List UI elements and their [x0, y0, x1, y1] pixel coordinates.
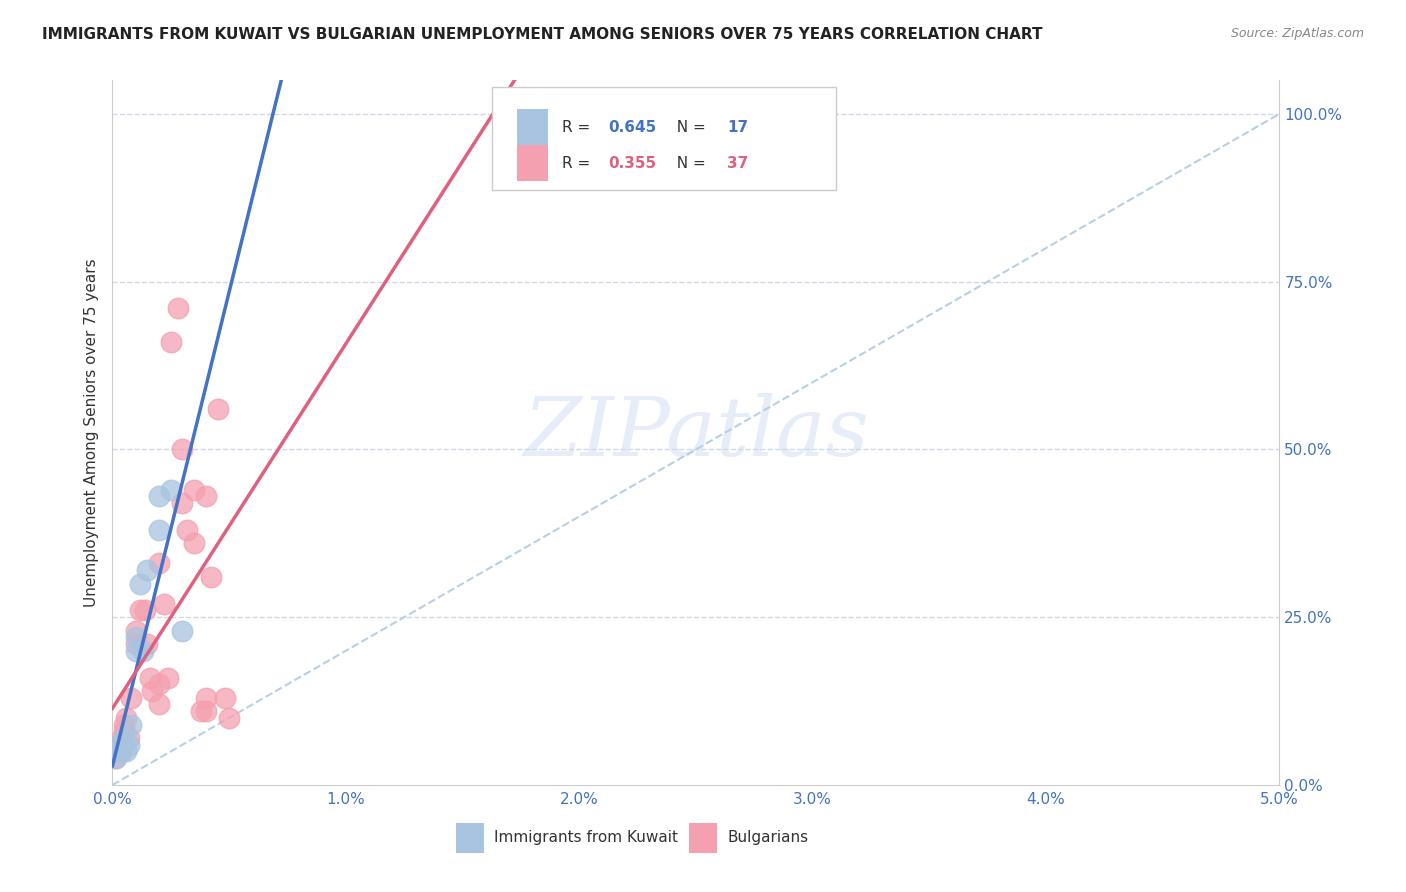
Point [129, 603, 152, 617]
Point [172, 496, 194, 510]
Point [105, 744, 128, 758]
Point [183, 483, 205, 497]
Text: Immigrants from Kuwait: Immigrants from Kuwait [494, 830, 678, 846]
Point [111, 744, 134, 758]
Text: 37: 37 [727, 155, 749, 170]
Point [194, 704, 217, 718]
Point [207, 402, 229, 417]
Point [160, 334, 183, 349]
Point [136, 637, 159, 651]
FancyBboxPatch shape [517, 109, 548, 145]
Text: N =: N = [666, 155, 710, 170]
Point [183, 536, 205, 550]
Point [125, 624, 148, 638]
FancyBboxPatch shape [689, 823, 717, 853]
Text: Source: ZipAtlas.com: Source: ZipAtlas.com [1230, 27, 1364, 40]
Point [148, 677, 170, 691]
Point [148, 698, 170, 712]
Point [134, 603, 156, 617]
Text: 17: 17 [727, 120, 748, 135]
Text: Bulgarians: Bulgarians [727, 830, 808, 846]
Point [166, 301, 188, 316]
Text: 0.645: 0.645 [609, 120, 657, 135]
Point [111, 744, 134, 758]
Point [132, 644, 155, 658]
FancyBboxPatch shape [456, 823, 484, 853]
Point [139, 671, 162, 685]
Point [104, 751, 127, 765]
Y-axis label: Unemployment Among Seniors over 75 years: Unemployment Among Seniors over 75 years [83, 259, 98, 607]
Point [148, 489, 170, 503]
Point [112, 717, 135, 731]
Text: N =: N = [666, 120, 710, 135]
Point [141, 684, 163, 698]
Point [160, 483, 183, 497]
Point [157, 671, 180, 685]
Text: R =: R = [562, 155, 595, 170]
FancyBboxPatch shape [517, 145, 548, 181]
Point [120, 717, 142, 731]
Point [112, 731, 135, 745]
Point [115, 744, 138, 758]
Point [200, 570, 222, 584]
Point [172, 442, 194, 457]
Point [105, 744, 128, 758]
Point [125, 644, 148, 658]
Point [129, 576, 152, 591]
Text: IMMIGRANTS FROM KUWAIT VS BULGARIAN UNEMPLOYMENT AMONG SENIORS OVER 75 YEARS COR: IMMIGRANTS FROM KUWAIT VS BULGARIAN UNEM… [42, 27, 1043, 42]
Point [148, 523, 170, 537]
Point [118, 738, 141, 752]
Point [115, 711, 138, 725]
Point [125, 637, 148, 651]
FancyBboxPatch shape [492, 87, 837, 189]
Point [125, 630, 148, 644]
Point [172, 624, 194, 638]
Point [112, 724, 135, 739]
Text: 0.355: 0.355 [609, 155, 657, 170]
Point [136, 563, 159, 577]
Point [194, 489, 217, 503]
Point [108, 738, 131, 752]
Point [176, 523, 198, 537]
Text: R =: R = [562, 120, 595, 135]
Text: ZIPatlas: ZIPatlas [523, 392, 869, 473]
Point [153, 597, 176, 611]
Point [104, 751, 127, 765]
Point [214, 690, 236, 705]
Point [111, 731, 134, 745]
Point [148, 557, 170, 571]
Point [118, 731, 141, 745]
Point [108, 738, 131, 752]
Point [194, 690, 217, 705]
Point [218, 711, 240, 725]
Point [190, 704, 212, 718]
Point [120, 690, 142, 705]
